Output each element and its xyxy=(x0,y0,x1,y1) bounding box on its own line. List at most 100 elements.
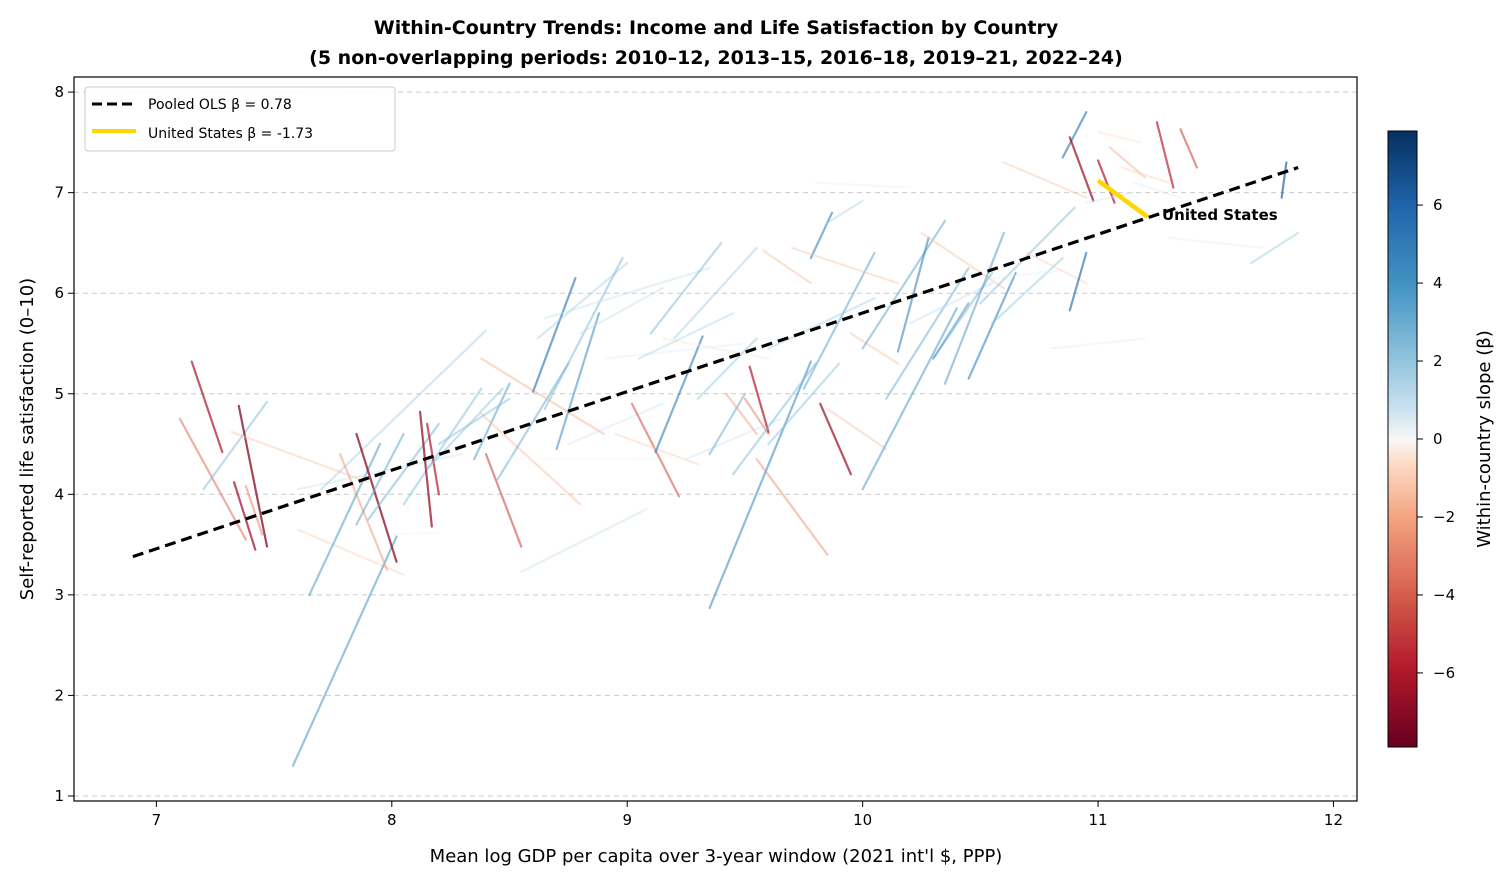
colorbar-gradient xyxy=(1387,130,1418,748)
country-segment-75 xyxy=(1068,251,1088,312)
united-states-line xyxy=(1096,178,1149,219)
country-segment-67 xyxy=(943,231,1005,385)
country-segment-72 xyxy=(991,269,1057,280)
country-segment-50 xyxy=(755,458,829,556)
country-segment-83 xyxy=(1179,128,1199,169)
country-segment-76 xyxy=(1068,136,1095,202)
country-segment-19 xyxy=(390,531,440,536)
country-segment-42 xyxy=(684,417,782,461)
country-segment-59 xyxy=(849,332,900,365)
country-segment-21 xyxy=(473,382,511,461)
country-segment-16 xyxy=(402,387,483,506)
y-axis-label: Self-reported life satisfaction (0–10) xyxy=(17,278,38,600)
country-segment-30 xyxy=(543,256,624,410)
country-segment-8 xyxy=(291,535,398,767)
x-tick-label: 10 xyxy=(853,811,872,829)
colorbar: −6 −4 −2 0 2 4 6 Within-country slope (β) xyxy=(1387,130,1495,748)
country-segment-48 xyxy=(748,365,770,434)
country-segment-82 xyxy=(1155,121,1175,189)
colorbar-tick-label: −6 xyxy=(1433,664,1455,682)
country-segment-27 xyxy=(520,508,648,573)
country-segment-17 xyxy=(418,410,433,528)
y-tick-label: 3 xyxy=(54,586,64,604)
country-segment-51 xyxy=(767,362,841,446)
y-tick-label: 8 xyxy=(54,83,64,101)
country-segment-23 xyxy=(480,412,582,506)
x-tick-label: 9 xyxy=(622,811,632,829)
country-segment-43 xyxy=(696,337,758,400)
y-tick-label: 4 xyxy=(54,485,64,503)
y-tick-label: 6 xyxy=(54,284,64,302)
us-annotation: United States xyxy=(1162,206,1278,224)
x-axis-ticks: 7 8 9 10 11 12 xyxy=(152,801,1343,829)
country-segment-31 xyxy=(555,312,601,451)
series-lines xyxy=(132,165,1299,559)
country-segment-78 xyxy=(1096,131,1142,144)
country-segment-60 xyxy=(861,219,947,350)
country-segment-58 xyxy=(790,246,900,285)
country-segment-41 xyxy=(673,246,758,340)
country-segment-92 xyxy=(767,297,876,350)
country-segment-81 xyxy=(1132,181,1182,199)
colorbar-ticks: −6 −4 −2 0 2 4 6 xyxy=(1417,196,1455,682)
country-segment-68 xyxy=(967,271,1017,380)
legend: Pooled OLS β = 0.78 United States β = -1… xyxy=(84,86,396,152)
country-segment-52 xyxy=(762,249,812,285)
country-segment-35 xyxy=(602,342,747,360)
country-segment-24 xyxy=(496,362,570,481)
country-segment-38 xyxy=(649,241,723,335)
country-segment-54 xyxy=(802,251,876,390)
country-segment-90 xyxy=(437,397,511,446)
country-segment-2 xyxy=(202,400,269,491)
x-tick-label: 8 xyxy=(387,811,397,829)
country-segment-45 xyxy=(708,392,747,456)
country-segment-25 xyxy=(480,357,605,436)
country-segment-57 xyxy=(819,402,852,476)
y-axis-ticks: 1 2 3 4 5 6 7 8 xyxy=(54,83,74,805)
country-segment-40 xyxy=(661,337,770,360)
country-segment-47 xyxy=(743,397,770,436)
country-segment-22 xyxy=(484,452,523,548)
country-segment-79 xyxy=(1108,146,1147,179)
colorbar-tick-label: 6 xyxy=(1433,196,1443,214)
country-segment-89 xyxy=(1085,191,1135,204)
country-segment-1 xyxy=(178,417,247,541)
x-tick-label: 12 xyxy=(1324,811,1343,829)
country-segment-80 xyxy=(1120,166,1170,184)
country-segment-18 xyxy=(426,422,440,496)
country-segment-71 xyxy=(1002,161,1088,199)
country-segment-85 xyxy=(1249,231,1300,265)
country-segment-86 xyxy=(1280,161,1288,199)
country-segment-32 xyxy=(567,402,664,446)
country-segment-49 xyxy=(732,362,817,476)
country-segment-28 xyxy=(531,277,577,393)
country-segment-73 xyxy=(1026,251,1088,285)
colorbar-label: Within-country slope (β) xyxy=(1474,330,1495,547)
y-tick-label: 5 xyxy=(54,385,64,403)
country-segment-29 xyxy=(536,261,629,340)
country-segments xyxy=(178,111,1300,767)
x-tick-label: 11 xyxy=(1088,811,1107,829)
x-axis-label: Mean log GDP per capita over 3-year wind… xyxy=(430,846,1003,867)
country-segment-44 xyxy=(708,360,812,610)
country-segment-61 xyxy=(861,307,958,491)
colorbar-tick-label: 2 xyxy=(1433,352,1443,370)
legend-label-us: United States β = -1.73 xyxy=(148,126,313,142)
country-segment-74 xyxy=(1061,111,1088,159)
y-tick-label: 1 xyxy=(54,787,64,805)
pooled-ols-line xyxy=(132,165,1299,559)
country-segment-88 xyxy=(1049,337,1147,350)
country-segment-5 xyxy=(244,485,264,536)
country-segment-46 xyxy=(724,392,758,436)
country-segment-10 xyxy=(296,452,464,491)
country-segment-93 xyxy=(932,302,970,360)
country-segment-14 xyxy=(355,432,405,526)
country-segment-84 xyxy=(1167,236,1264,250)
country-segment-62 xyxy=(885,266,970,400)
country-segment-70 xyxy=(991,256,1064,325)
country-segment-69 xyxy=(979,206,1076,305)
country-segment-64 xyxy=(908,282,994,325)
y-tick-label: 2 xyxy=(54,686,64,704)
country-segment-4 xyxy=(232,481,257,551)
country-segment-55 xyxy=(826,199,864,224)
